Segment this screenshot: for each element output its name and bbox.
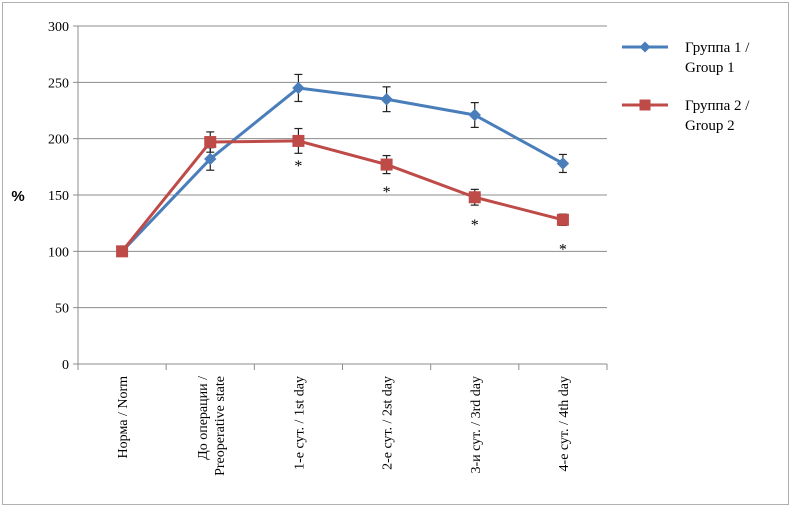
x-axis-ticks: Норма / Norm До операции / Preoperative st… bbox=[116, 376, 572, 476]
legend-label-line: Группа 2 / bbox=[685, 98, 750, 114]
legend-entry-1: Группа 1 / Group 1 bbox=[622, 40, 750, 76]
x-tick-label-line: 2-е сут. / 2st day bbox=[381, 376, 396, 470]
x-tick-label: 2-е сут. / 2st day bbox=[381, 376, 396, 470]
data-point bbox=[468, 191, 481, 204]
x-tick-label: Норма / Norm bbox=[116, 376, 131, 459]
data-point bbox=[116, 245, 129, 258]
x-tick-label-line: Норма / Norm bbox=[116, 376, 131, 459]
series-line bbox=[120, 86, 564, 253]
legend: Группа 1 / Group 1 Группа 2 / Group 2 bbox=[622, 40, 750, 134]
series-layer bbox=[115, 73, 570, 258]
legend-label: Группа 1 / Group 1 bbox=[685, 40, 750, 76]
x-tick-label-line: Preoperative state bbox=[213, 376, 228, 476]
x-tick-label-line: 4-е сут. / 4th day bbox=[557, 376, 572, 471]
significance-asterisk: * bbox=[471, 217, 479, 234]
legend-marker bbox=[639, 99, 651, 111]
legend-label-line: Группа 1 / bbox=[685, 40, 750, 56]
significance-asterisk: * bbox=[294, 158, 302, 175]
series-1 bbox=[115, 73, 570, 258]
y-tick-label: 150 bbox=[48, 189, 69, 204]
gridlines bbox=[78, 25, 607, 309]
data-point bbox=[556, 213, 569, 226]
y-tick-label: 50 bbox=[55, 302, 69, 317]
x-tick-label-line: 3-и сут. / 3rd day bbox=[469, 376, 484, 474]
y-tick-label: 100 bbox=[48, 245, 69, 260]
legend-marker bbox=[639, 41, 651, 53]
legend-label-line: Group 2 bbox=[685, 118, 735, 134]
significance-asterisk: * bbox=[383, 184, 391, 201]
series-2 bbox=[116, 127, 569, 258]
legend-label-line: Group 1 bbox=[685, 60, 735, 76]
data-point bbox=[292, 81, 305, 95]
y-tick-label: 250 bbox=[48, 76, 69, 91]
data-point bbox=[204, 152, 217, 166]
data-point bbox=[204, 136, 217, 149]
data-point bbox=[556, 157, 570, 170]
x-tick-label: 1-е сут. / 1st day bbox=[292, 376, 307, 470]
significance-annotations: * * * * bbox=[294, 158, 567, 258]
data-point bbox=[292, 134, 305, 147]
legend-entry-2: Группа 2 / Group 2 bbox=[622, 98, 750, 134]
y-tick-label: 0 bbox=[62, 358, 69, 373]
y-axis-ticks: 0 50 100 150 200 250 300 bbox=[48, 20, 78, 373]
x-tick-label-line: 1-е сут. / 1st day bbox=[292, 376, 307, 470]
axes bbox=[77, 26, 608, 370]
x-tick-label: 3-и сут. / 3rd day bbox=[469, 376, 484, 474]
data-point bbox=[468, 108, 481, 122]
data-point bbox=[380, 93, 393, 106]
series-line bbox=[120, 139, 564, 253]
x-tick-label-line: До операции / bbox=[196, 376, 211, 460]
y-tick-label: 200 bbox=[48, 133, 69, 148]
y-tick-label: 300 bbox=[48, 20, 69, 35]
y-axis-label: % bbox=[11, 188, 24, 205]
legend-label: Группа 2 / Group 2 bbox=[685, 98, 750, 134]
x-tick-label: До операции / Preoperative state bbox=[196, 376, 228, 476]
data-point bbox=[380, 158, 393, 171]
significance-asterisk: * bbox=[559, 242, 567, 259]
x-tick-label: 4-е сут. / 4th day bbox=[557, 376, 572, 471]
